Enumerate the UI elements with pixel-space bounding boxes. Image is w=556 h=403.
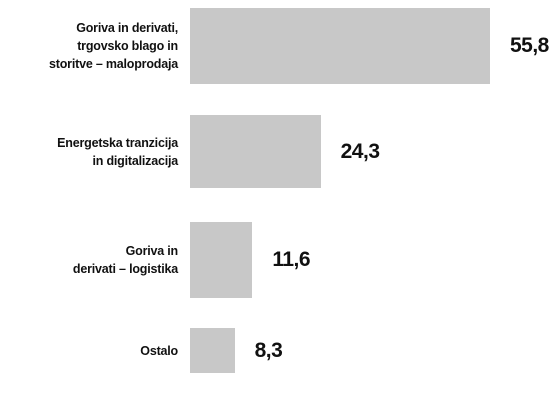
bar bbox=[190, 115, 321, 188]
category-label: Energetska tranzicija in digitalizacija bbox=[57, 135, 178, 168]
bar bbox=[190, 8, 490, 84]
value-label: 8,3 bbox=[254, 338, 283, 362]
category-label: Ostalo bbox=[140, 343, 178, 358]
category-label: Goriva in derivati, trgovsko blago in st… bbox=[49, 21, 178, 71]
bar bbox=[190, 328, 235, 373]
value-label: 55,8 bbox=[509, 34, 549, 57]
category-label: Goriva in derivati – logistika bbox=[72, 244, 178, 276]
value-label: 11,6 bbox=[272, 248, 311, 271]
value-label: 24,3 bbox=[340, 139, 380, 163]
bar bbox=[190, 222, 253, 298]
